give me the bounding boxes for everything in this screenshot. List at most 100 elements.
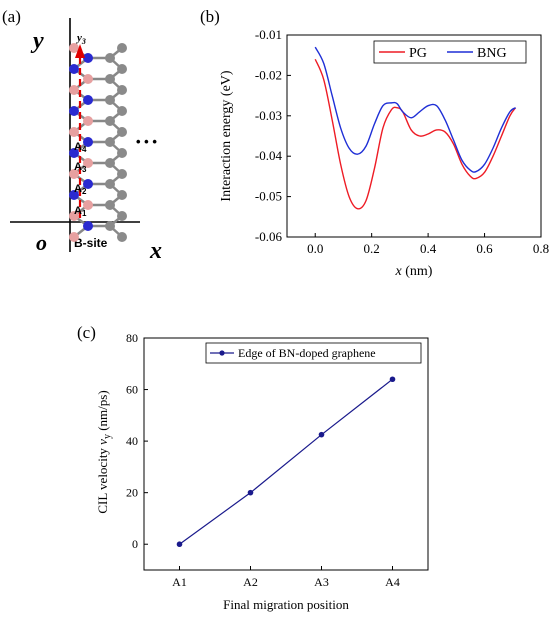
data-point-a2	[247, 489, 254, 496]
panel-b-y-tick-label: -0.06	[255, 229, 283, 244]
panel-a-label: (a)	[2, 7, 21, 26]
panel-b-x-axis-title: x (nm)	[395, 264, 433, 279]
atom	[105, 116, 115, 126]
panel-a-site-label: B-site	[74, 236, 108, 250]
atom	[83, 116, 93, 126]
panel-c-y-tick-label: 20	[126, 486, 138, 500]
atom	[117, 106, 127, 116]
atom	[69, 64, 79, 74]
panel-b-x-tick-label: 0.8	[533, 241, 549, 256]
migration-arrow-head	[75, 44, 85, 58]
series-line-pg	[314, 58, 517, 210]
site-a2: A2	[74, 183, 87, 196]
panel-c-x-tick-label: A3	[314, 575, 329, 589]
atom	[117, 169, 127, 179]
panel-a-origin-label: o	[36, 230, 47, 255]
atom	[105, 158, 115, 168]
site-a1: A1	[74, 205, 87, 218]
atom	[117, 148, 127, 158]
atom	[69, 85, 79, 95]
panel-b-x-tick-label: 0.6	[476, 241, 493, 256]
panel-c-y-tick-label: 0	[132, 537, 138, 551]
panel-c-y-tick-label: 60	[126, 383, 138, 397]
panel-c-x-tick-label: A2	[243, 575, 258, 589]
panel-c-series	[176, 376, 396, 548]
panel-b-y-tick-label: -0.02	[255, 67, 282, 82]
panel-b-x-tick-label: 0.2	[364, 241, 380, 256]
panel-a-y-label: y	[30, 28, 44, 54]
panel-b-y-tick-label: -0.01	[255, 27, 282, 42]
atom	[117, 190, 127, 200]
panel-c-y-tick-label: 80	[126, 331, 138, 345]
panel-c-ticks: A1 A2 A3 A4 0 20 40 60 80	[126, 331, 400, 589]
site-a4: A4	[74, 141, 87, 154]
atom	[117, 127, 127, 137]
atom	[69, 169, 79, 179]
atom	[83, 221, 93, 231]
legend-label-bng: BNG	[477, 46, 507, 61]
site-a3: A3	[74, 161, 87, 174]
legend-marker-edge	[219, 350, 225, 356]
panel-c-label: (c)	[77, 323, 96, 342]
atom	[69, 190, 79, 200]
panel-b-y-tick-label: -0.04	[255, 148, 283, 163]
atom	[69, 43, 79, 53]
atom	[69, 148, 79, 158]
panel-a-path-label: y3	[75, 32, 86, 46]
atom	[105, 200, 115, 210]
panel-c-x-tick-label: A4	[385, 575, 400, 589]
atom	[69, 211, 79, 221]
legend-label-edge: Edge of BN-doped graphene	[238, 346, 376, 360]
panel-c-y-tick-label: 40	[126, 434, 138, 448]
atom	[69, 232, 79, 242]
data-point-a4	[389, 376, 396, 383]
panel-b-plot-frame	[286, 34, 542, 238]
series-line-bng	[314, 46, 517, 173]
site-labels: A4 A3 A2 A1	[74, 141, 87, 218]
atom	[105, 53, 115, 63]
panel-a-ellipsis: • • •	[136, 134, 157, 149]
atom	[83, 137, 93, 147]
panel-b-chart: (b) 0.0 0.2 0.4 0.6 0.8 -0.06 -0.05 -0.04 -0.03 -…	[200, 7, 549, 279]
atom	[69, 127, 79, 137]
atom	[117, 232, 127, 242]
panel-b-x-tick-label: 0.4	[420, 241, 437, 256]
panel-b-series	[314, 46, 517, 210]
panel-c-y-axis-title: CIL velocity vy (nm/ps)	[95, 390, 113, 513]
panel-b-ticks: 0.0 0.2 0.4 0.6 0.8 -0.06 -0.05 -0.04 -0.03 -0.02…	[255, 27, 549, 256]
panel-c-x-axis-title: Final migration position	[223, 597, 349, 612]
panel-b-y-tick-label: -0.03	[255, 108, 282, 123]
legend-label-pg: PG	[409, 46, 427, 61]
lattice-structure	[69, 43, 127, 242]
panel-c-chart: (c) A1 A2 A3 A4 0 20 40 60 80 CIL velocity vy (n…	[77, 323, 429, 612]
atom	[83, 200, 93, 210]
atom	[117, 64, 127, 74]
atom	[105, 74, 115, 84]
panel-b-y-tick-label: -0.05	[255, 189, 282, 204]
panel-c-x-tick-label: A1	[172, 575, 187, 589]
atom	[117, 85, 127, 95]
panel-b-x-tick-label: 0.0	[307, 241, 323, 256]
atom	[105, 95, 115, 105]
atom	[105, 137, 115, 147]
data-point-a1	[176, 541, 183, 548]
atom	[83, 179, 93, 189]
panel-c-legend	[205, 342, 422, 364]
atom	[117, 211, 127, 221]
atom	[117, 43, 127, 53]
data-point-a3	[318, 431, 325, 438]
atom	[83, 53, 93, 63]
atom	[105, 179, 115, 189]
atom	[105, 221, 115, 231]
atom	[69, 106, 79, 116]
series-line-edge	[179, 378, 393, 545]
atom	[83, 95, 93, 105]
atom	[83, 74, 93, 84]
atom	[83, 158, 93, 168]
panel-c-plot-frame	[143, 337, 429, 571]
panel-b-label: (b)	[200, 7, 220, 26]
panel-a-x-label: x	[149, 238, 162, 264]
panel-b-y-axis-title: Interaction energy (eV)	[219, 70, 234, 201]
panel-a-schematic: (a) y x o B-site • • • y3 A4 A3 A2 A1	[2, 7, 162, 264]
